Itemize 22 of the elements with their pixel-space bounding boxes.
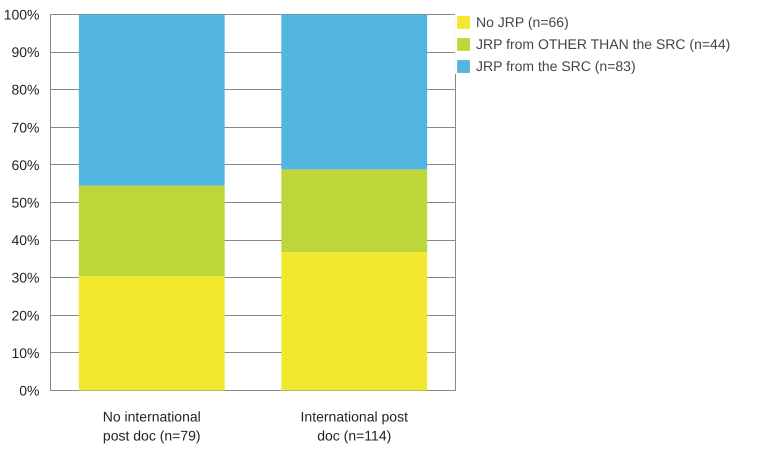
y-tick-label: 20% [11, 307, 40, 324]
y-tick-label: 10% [11, 344, 40, 361]
bar [78, 186, 225, 276]
y-tick-label: 0% [19, 382, 40, 398]
y-tick-label: 80% [11, 82, 40, 98]
bar [78, 276, 225, 390]
bar [281, 169, 428, 252]
y-tick-label: 30% [11, 270, 40, 286]
y-tick-label: 40% [11, 232, 40, 248]
y-tick-label: 90% [11, 44, 40, 60]
x-tick-label: No international post doc (n=79) [102, 408, 201, 444]
bar [281, 14, 428, 170]
legend-label: No JRP (n=66) [476, 14, 569, 30]
y-tick-label: 50% [11, 194, 40, 210]
bar [281, 252, 428, 390]
y-tick-label: 60% [11, 156, 40, 173]
y-tick-label: 100% [4, 6, 40, 22]
y-tick-label: 70% [11, 119, 40, 136]
legend-label: JRP from OTHER THAN the SRC (n=44) [476, 36, 730, 52]
x-tick-label: International post doc (n=114) [300, 408, 408, 444]
legend-label: JRP from the SRC (n=83) [476, 58, 636, 74]
bar [78, 14, 225, 186]
